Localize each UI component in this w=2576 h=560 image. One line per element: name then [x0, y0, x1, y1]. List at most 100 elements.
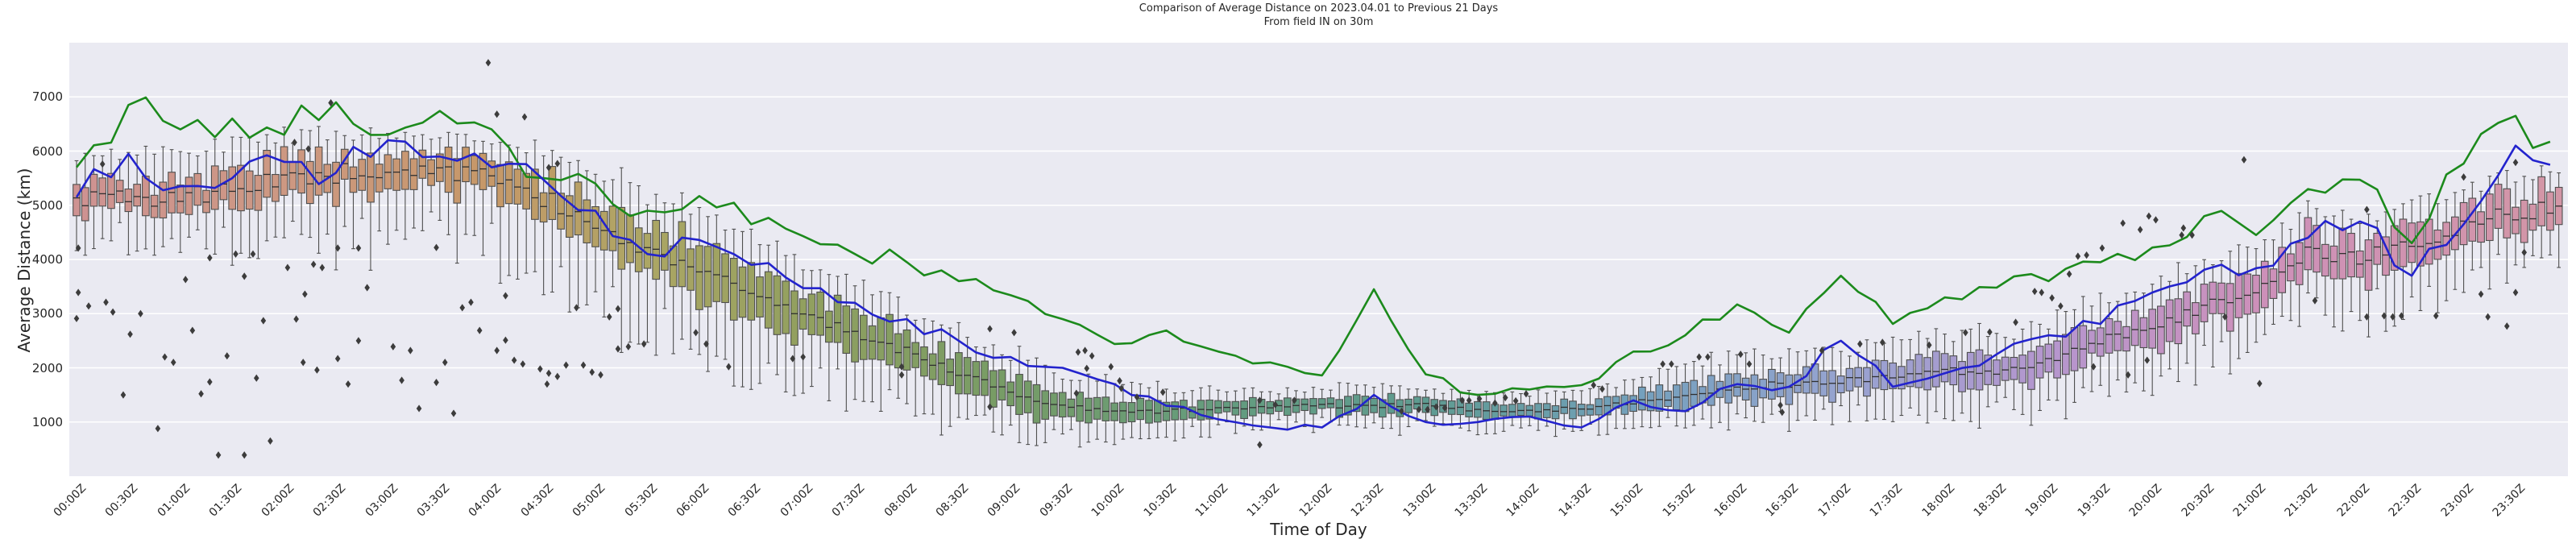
- outlier-diamond: [2146, 212, 2152, 220]
- outlier-diamond: [1599, 385, 1605, 393]
- box: [539, 192, 548, 223]
- box: [1317, 398, 1326, 409]
- box: [2018, 355, 2027, 384]
- outlier-diamond: [598, 371, 604, 379]
- outlier-diamond: [224, 352, 230, 360]
- box: [1500, 404, 1508, 417]
- outlier-diamond: [2461, 173, 2466, 181]
- outlier-diamond: [2049, 294, 2055, 302]
- outlier-diamond: [162, 353, 168, 361]
- outlier-diamond: [1963, 329, 1968, 337]
- outlier-diamond: [1082, 346, 1088, 355]
- box: [2269, 268, 2278, 299]
- box: [288, 160, 297, 190]
- outlier-diamond: [207, 378, 213, 386]
- box: [1871, 359, 1880, 389]
- outlier-diamond: [416, 404, 422, 413]
- box: [2243, 273, 2252, 315]
- box: [2287, 253, 2295, 282]
- outlier-diamond: [1926, 341, 1932, 349]
- box: [1344, 396, 1352, 416]
- box: [1646, 391, 1655, 412]
- outlier-diamond: [800, 353, 806, 361]
- outlier-diamond: [215, 451, 222, 459]
- box: [2252, 274, 2260, 313]
- box: [1707, 375, 1715, 406]
- outlier-diamond: [898, 371, 905, 379]
- box: [1153, 400, 1162, 423]
- box: [920, 346, 928, 377]
- outlier-diamond: [1433, 403, 1439, 411]
- box: [1975, 349, 1984, 391]
- outlier-diamond: [1819, 346, 1825, 355]
- outlier-diamond: [1459, 396, 1465, 404]
- box: [1569, 400, 1577, 420]
- outlier-diamond: [260, 317, 267, 325]
- box: [1690, 380, 1699, 407]
- box: [2183, 291, 2191, 327]
- outlier-diamond: [355, 337, 362, 345]
- box: [1966, 351, 1975, 390]
- outlier-diamond: [2399, 312, 2404, 320]
- box: [237, 164, 245, 212]
- outlier-diamond: [1523, 390, 1529, 398]
- outlier-diamond: [250, 250, 256, 258]
- box: [107, 172, 115, 209]
- box: [1032, 384, 1041, 424]
- outlier-diamond: [1746, 360, 1753, 368]
- box: [928, 353, 937, 380]
- outlier-diamond: [1108, 363, 1114, 371]
- outlier-diamond: [1779, 409, 1786, 417]
- box: [193, 172, 202, 206]
- outlier-diamond: [2521, 248, 2528, 256]
- box: [1914, 354, 1923, 388]
- outlier-diamond: [207, 254, 213, 262]
- box: [1577, 404, 1586, 417]
- box: [2200, 284, 2209, 322]
- outlier-diamond: [1425, 405, 1430, 413]
- outlier-diamond: [2120, 219, 2126, 227]
- box: [687, 248, 695, 291]
- outlier-diamond: [1660, 360, 1665, 368]
- box: [409, 158, 418, 190]
- outlier-diamond: [2478, 290, 2484, 298]
- outlier-diamond: [1857, 340, 1863, 348]
- box: [1352, 394, 1361, 413]
- outlier-diamond: [110, 308, 116, 316]
- outlier-diamond: [1134, 393, 1140, 401]
- outlier-diamond: [334, 244, 341, 252]
- box: [2209, 281, 2217, 314]
- outlier-diamond: [328, 99, 334, 107]
- outlier-diamond: [554, 372, 561, 380]
- box: [859, 314, 868, 360]
- box: [1145, 400, 1153, 424]
- box: [2217, 282, 2225, 314]
- box: [886, 313, 894, 366]
- outlier-diamond: [1089, 352, 1095, 360]
- box: [1465, 402, 1474, 417]
- outlier-diamond: [364, 284, 370, 292]
- y-tick-label: 4000: [31, 252, 63, 267]
- outlier-diamond: [1466, 396, 1472, 404]
- outlier-diamond: [2013, 318, 2018, 326]
- box: [695, 245, 703, 310]
- box: [1551, 404, 1560, 420]
- box: [358, 159, 367, 191]
- y-tick-label: 3000: [31, 306, 63, 321]
- outlier-diamond: [155, 425, 161, 433]
- outlier-diamond: [305, 145, 311, 153]
- box: [202, 189, 210, 214]
- box: [851, 308, 859, 363]
- box: [1750, 374, 1759, 407]
- box: [1802, 366, 1811, 394]
- box: [176, 185, 185, 214]
- box: [2122, 326, 2130, 352]
- outlier-diamond: [73, 314, 80, 322]
- box: [332, 161, 340, 207]
- box: [2070, 327, 2079, 371]
- outlier-diamond: [2256, 380, 2263, 388]
- box: [254, 175, 263, 211]
- outlier-diamond: [554, 160, 561, 168]
- y-tick-label: 5000: [31, 197, 63, 213]
- outlier-diamond: [355, 244, 362, 252]
